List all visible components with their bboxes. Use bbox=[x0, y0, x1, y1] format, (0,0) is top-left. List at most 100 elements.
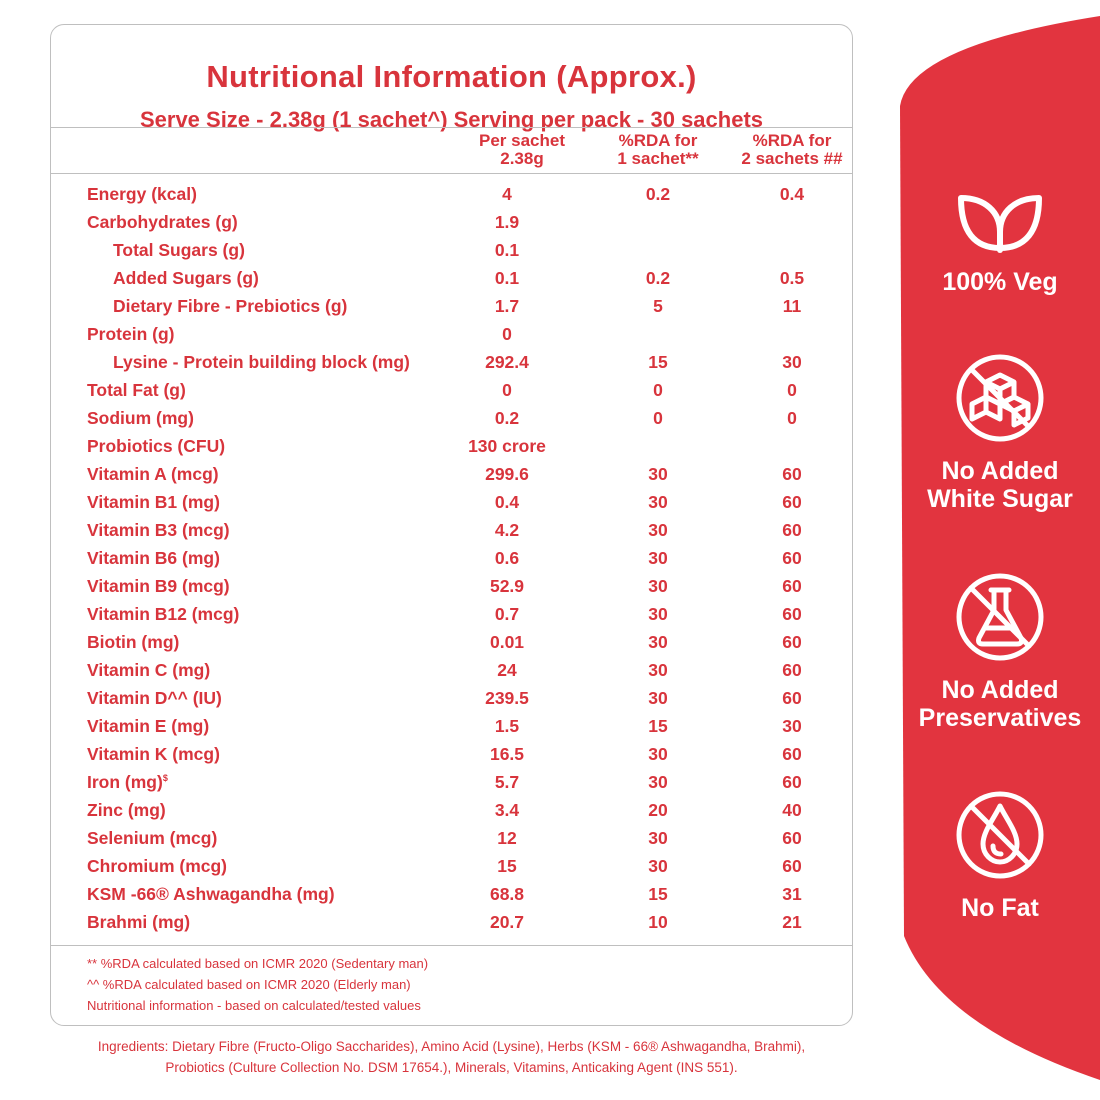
nutrient-name: Probiotics (CFU) bbox=[87, 436, 226, 456]
table-row: Vitamin B12 (mcg) 0.7 30 60 bbox=[51, 601, 852, 629]
table-row: Carbohydrates (g) 1.9 bbox=[51, 209, 852, 237]
badge-veg-label: 100% Veg bbox=[942, 268, 1058, 296]
rda-2-sachets-value: 60 bbox=[782, 688, 802, 708]
nutrient-name: Vitamin B3 (mcg) bbox=[87, 520, 230, 540]
per-sachet-value: 0.1 bbox=[494, 240, 520, 260]
nutrient-name: Carbohydrates (g) bbox=[87, 212, 238, 232]
table-row: Vitamin D^^ (IU) 239.5 30 60 bbox=[51, 685, 852, 713]
rda-2-sachets-value: 0.4 bbox=[779, 184, 805, 204]
nutrient-name: Vitamin B6 (mg) bbox=[87, 548, 220, 568]
nutrient-name: Vitamin A (mcg) bbox=[87, 464, 219, 484]
nutrient-name: Lysine - Protein building block (mg) bbox=[113, 352, 410, 372]
badge-no-preservatives-label: No Added Preservatives bbox=[918, 676, 1082, 732]
table-row: Total Fat (g) 0 0 0 bbox=[51, 377, 852, 405]
per-sachet-value: 0 bbox=[502, 324, 512, 344]
rda-2-sachets-value: 60 bbox=[782, 576, 802, 596]
badge-no-sugar-label: No Added White Sugar bbox=[927, 457, 1073, 513]
table-row: KSM -66® Ashwagandha (mg) 68.8 15 31 bbox=[51, 881, 852, 909]
rda-2-sachets-value: 60 bbox=[782, 464, 802, 484]
rda-2-sachets-value: 60 bbox=[782, 604, 802, 624]
rda-1-sachet-value: 30 bbox=[648, 576, 668, 596]
nutrient-name: Dietary Fibre - Prebiotics (g) bbox=[113, 296, 348, 316]
table-row: Biotin (mg) 0.01 30 60 bbox=[51, 629, 852, 657]
rda-1-sachet-value: 30 bbox=[648, 492, 668, 512]
no-fat-drop-icon bbox=[956, 791, 1044, 879]
serving-size-subtitle: Serve Size - 2.38g (1 sachet^) Serving p… bbox=[139, 107, 764, 132]
per-sachet-value: 0 bbox=[502, 380, 512, 400]
rda-2-sachets-value: 60 bbox=[782, 772, 802, 792]
badge-veg: 100% Veg bbox=[900, 192, 1100, 296]
table-row: Dietary Fibre - Prebiotics (g) 1.7 5 11 bbox=[51, 293, 852, 321]
per-sachet-value: 299.6 bbox=[485, 464, 529, 484]
rda-1-sachet-value: 30 bbox=[648, 632, 668, 652]
rda-1-sachet-value: 0 bbox=[653, 408, 663, 428]
per-sachet-value: 239.5 bbox=[485, 688, 529, 708]
rda-2-sachets-value: 60 bbox=[782, 492, 802, 512]
footnote: ** %RDA calculated based on ICMR 2020 (S… bbox=[87, 956, 429, 971]
nutrient-name: Vitamin D^^ (IU) bbox=[87, 688, 222, 708]
rda-1-sachet-value: 30 bbox=[648, 828, 668, 848]
table-row: Sodium (mg) 0.2 0 0 bbox=[51, 405, 852, 433]
table-row: Vitamin B6 (mg) 0.6 30 60 bbox=[51, 545, 852, 573]
rda-1-sachet-value: 10 bbox=[648, 912, 668, 932]
divider bbox=[51, 945, 852, 946]
nutrient-name: Vitamin K (mcg) bbox=[87, 744, 220, 764]
per-sachet-value: 0.7 bbox=[494, 604, 520, 624]
nutrient-name: Vitamin C (mg) bbox=[87, 660, 211, 680]
nutrient-name: Vitamin B1 (mg) bbox=[87, 492, 220, 512]
nutrient-name: Vitamin B9 (mcg) bbox=[87, 576, 230, 596]
nutrient-name: KSM -66® Ashwagandha (mg) bbox=[87, 884, 335, 904]
per-sachet-value: 0.01 bbox=[489, 632, 525, 652]
table-row: Iron (mg)$ 5.7 30 60 bbox=[51, 769, 852, 797]
badge-no-fat: No Fat bbox=[900, 790, 1100, 922]
footnote-marker: $ bbox=[162, 773, 168, 784]
rda-1-sachet-value: 0.2 bbox=[645, 268, 671, 288]
table-row: Brahmi (mg) 20.7 10 21 bbox=[51, 909, 852, 937]
per-sachet-value: 4.2 bbox=[494, 520, 520, 540]
rda-1-sachet-value: 30 bbox=[648, 604, 668, 624]
rda-1-sachet-value: 30 bbox=[648, 744, 668, 764]
nutrition-table: Energy (kcal) 4 0.2 0.4 Carbohydrates (g) 1.9… bbox=[51, 181, 852, 937]
table-row: Vitamin C (mg) 24 30 60 bbox=[51, 657, 852, 685]
rda-1-sachet-value: 0.2 bbox=[645, 184, 671, 204]
per-sachet-value: 20.7 bbox=[489, 912, 525, 932]
per-sachet-value: 68.8 bbox=[489, 884, 525, 904]
nutrient-name: Total Sugars (g) bbox=[113, 240, 245, 260]
column-header-rda-1-sachet: %RDA for 1 sachet** bbox=[617, 131, 699, 168]
leaf-icon bbox=[958, 195, 1042, 253]
badge-no-fat-label: No Fat bbox=[961, 894, 1039, 922]
rda-1-sachet-value: 30 bbox=[648, 688, 668, 708]
per-sachet-value: 3.4 bbox=[494, 800, 520, 820]
nutrient-name: Selenium (mcg) bbox=[87, 828, 218, 848]
badge-no-sugar: No Added White Sugar bbox=[900, 353, 1100, 513]
table-row: Energy (kcal) 4 0.2 0.4 bbox=[51, 181, 852, 209]
no-flask-icon bbox=[956, 573, 1044, 661]
nutrient-name: Chromium (mcg) bbox=[87, 856, 227, 876]
footnotes: ** %RDA calculated based on ICMR 2020 (S… bbox=[87, 953, 428, 1016]
rda-1-sachet-value: 30 bbox=[648, 660, 668, 680]
rda-1-sachet-value: 15 bbox=[648, 884, 668, 904]
nutrient-name: Vitamin E (mg) bbox=[87, 716, 210, 736]
per-sachet-value: 1.9 bbox=[494, 212, 520, 232]
nutrient-name: Vitamin B12 (mcg) bbox=[87, 604, 240, 624]
divider bbox=[51, 173, 852, 174]
nutrient-name: Protein (g) bbox=[87, 324, 175, 344]
nutrient-name: Biotin (mg) bbox=[87, 632, 180, 652]
ingredients-text: Ingredients: Dietary Fibre (Fructo-Oligo… bbox=[97, 1039, 806, 1075]
per-sachet-value: 0.1 bbox=[494, 268, 520, 288]
rda-2-sachets-value: 0 bbox=[787, 380, 797, 400]
nutrient-name: Sodium (mg) bbox=[87, 408, 194, 428]
page-title: Nutritional Information (Approx.) bbox=[206, 59, 697, 94]
table-row: Selenium (mcg) 12 30 60 bbox=[51, 825, 852, 853]
table-row: Protein (g) 0 bbox=[51, 321, 852, 349]
table-row: Vitamin B3 (mcg) 4.2 30 60 bbox=[51, 517, 852, 545]
per-sachet-value: 292.4 bbox=[485, 352, 529, 372]
rda-1-sachet-value: 15 bbox=[648, 716, 668, 736]
per-sachet-value: 1.7 bbox=[494, 296, 520, 316]
rda-2-sachets-value: 60 bbox=[782, 548, 802, 568]
rda-1-sachet-value: 30 bbox=[648, 772, 668, 792]
rda-1-sachet-value: 20 bbox=[648, 800, 668, 820]
table-row: Probiotics (CFU) 130 crore bbox=[51, 433, 852, 461]
rda-1-sachet-value: 30 bbox=[648, 856, 668, 876]
table-row: Chromium (mcg) 15 30 60 bbox=[51, 853, 852, 881]
